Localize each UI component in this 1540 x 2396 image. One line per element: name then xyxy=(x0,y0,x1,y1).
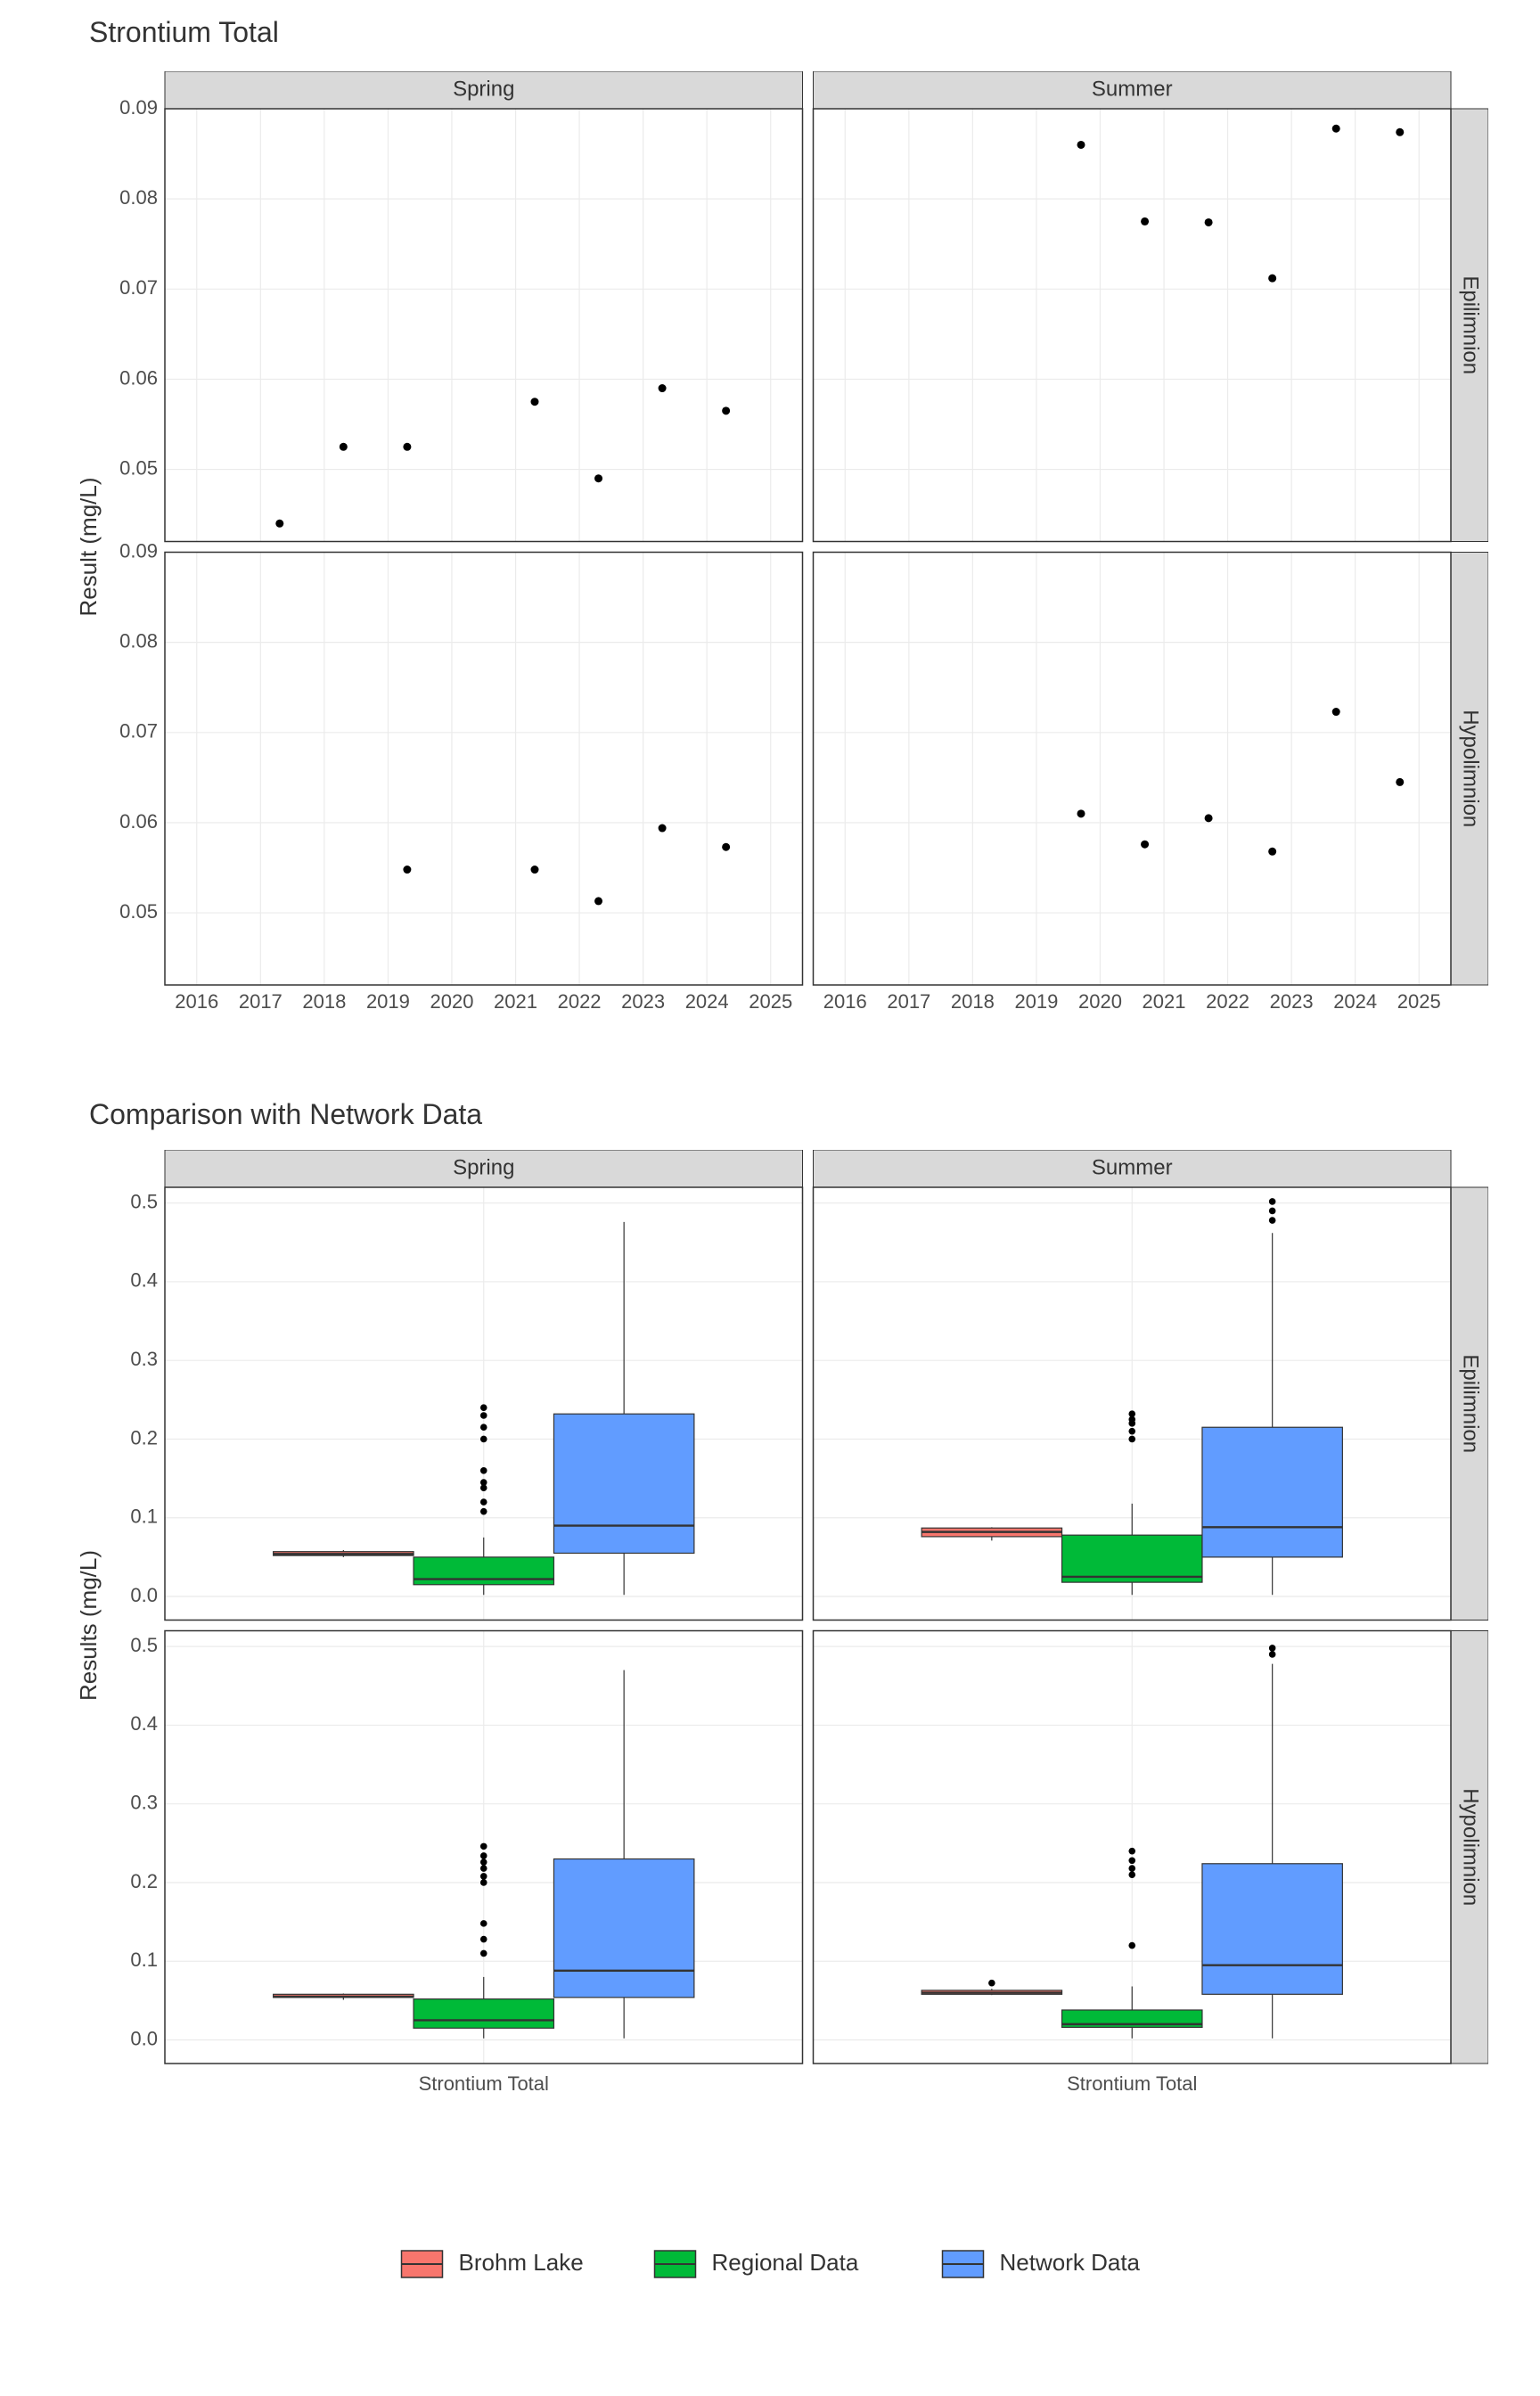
svg-text:2020: 2020 xyxy=(430,990,473,1013)
chart2-title: Comparison with Network Data xyxy=(89,1098,482,1131)
svg-text:0.07: 0.07 xyxy=(119,720,158,743)
svg-text:2022: 2022 xyxy=(558,990,602,1013)
svg-text:0.0: 0.0 xyxy=(130,2027,158,2049)
svg-text:Summer: Summer xyxy=(1092,77,1173,101)
chart1-svg: Result (mg/L) Spring Summer Epilimnion Hypol… xyxy=(80,71,1488,1034)
svg-text:0.06: 0.06 xyxy=(119,366,158,389)
svg-text:0.09: 0.09 xyxy=(119,539,158,562)
svg-text:Spring: Spring xyxy=(453,1155,514,1179)
svg-text:0.07: 0.07 xyxy=(119,276,158,299)
svg-text:Results (mg/L): Results (mg/L) xyxy=(80,1550,102,1701)
svg-text:0.1: 0.1 xyxy=(130,1949,158,1971)
svg-text:2016: 2016 xyxy=(175,990,218,1013)
svg-text:2017: 2017 xyxy=(239,990,283,1013)
svg-text:0.06: 0.06 xyxy=(119,810,158,833)
svg-text:2018: 2018 xyxy=(302,990,346,1013)
svg-text:2025: 2025 xyxy=(749,990,792,1013)
svg-text:2019: 2019 xyxy=(366,990,410,1013)
svg-text:Strontium Total: Strontium Total xyxy=(1067,2072,1197,2095)
svg-text:0.4: 0.4 xyxy=(130,1712,158,1735)
svg-text:Epilimnion: Epilimnion xyxy=(1459,275,1483,374)
svg-text:2020: 2020 xyxy=(1078,990,1122,1013)
svg-text:2021: 2021 xyxy=(1143,990,1186,1013)
chart1-title: Strontium Total xyxy=(89,16,279,49)
svg-text:2022: 2022 xyxy=(1206,990,1249,1013)
svg-text:0.08: 0.08 xyxy=(119,186,158,209)
svg-text:0.0: 0.0 xyxy=(130,1584,158,1606)
svg-text:2023: 2023 xyxy=(1270,990,1314,1013)
svg-text:0.2: 0.2 xyxy=(130,1426,158,1448)
svg-text:0.5: 0.5 xyxy=(130,1190,158,1212)
svg-text:0.3: 0.3 xyxy=(130,1792,158,1814)
svg-text:0.08: 0.08 xyxy=(119,629,158,652)
svg-text:2016: 2016 xyxy=(823,990,867,1013)
svg-text:0.1: 0.1 xyxy=(130,1506,158,1528)
svg-text:Result (mg/L): Result (mg/L) xyxy=(80,477,102,616)
svg-text:2024: 2024 xyxy=(685,990,729,1013)
svg-text:2024: 2024 xyxy=(1333,990,1377,1013)
svg-text:2025: 2025 xyxy=(1397,990,1441,1013)
svg-text:0.3: 0.3 xyxy=(130,1348,158,1370)
legend-label: Network Data xyxy=(1000,2249,1141,2276)
svg-text:Hypolimnion: Hypolimnion xyxy=(1459,710,1483,827)
svg-text:0.05: 0.05 xyxy=(119,456,158,479)
svg-text:Strontium Total: Strontium Total xyxy=(419,2072,549,2095)
svg-text:2019: 2019 xyxy=(1014,990,1058,1013)
svg-text:0.4: 0.4 xyxy=(130,1269,158,1292)
svg-text:2021: 2021 xyxy=(494,990,537,1013)
svg-text:Spring: Spring xyxy=(453,77,514,101)
legend-label: Brohm Lake xyxy=(459,2249,584,2276)
svg-text:2023: 2023 xyxy=(621,990,665,1013)
legend-label: Regional Data xyxy=(712,2249,859,2276)
legend-svg: Brohm Lake Regional Data Network Data xyxy=(0,2228,1540,2300)
svg-text:Summer: Summer xyxy=(1092,1155,1173,1179)
svg-text:Hypolimnion: Hypolimnion xyxy=(1459,1788,1483,1906)
chart2-svg: Results (mg/L) Spring Summer Epilimnion Hypo… xyxy=(80,1150,1488,2113)
svg-text:0.2: 0.2 xyxy=(130,1870,158,1892)
svg-text:0.09: 0.09 xyxy=(119,96,158,119)
svg-text:0.05: 0.05 xyxy=(119,900,158,923)
svg-text:2017: 2017 xyxy=(887,990,930,1013)
svg-text:2018: 2018 xyxy=(951,990,995,1013)
svg-text:Epilimnion: Epilimnion xyxy=(1459,1354,1483,1453)
svg-text:0.5: 0.5 xyxy=(130,1634,158,1656)
